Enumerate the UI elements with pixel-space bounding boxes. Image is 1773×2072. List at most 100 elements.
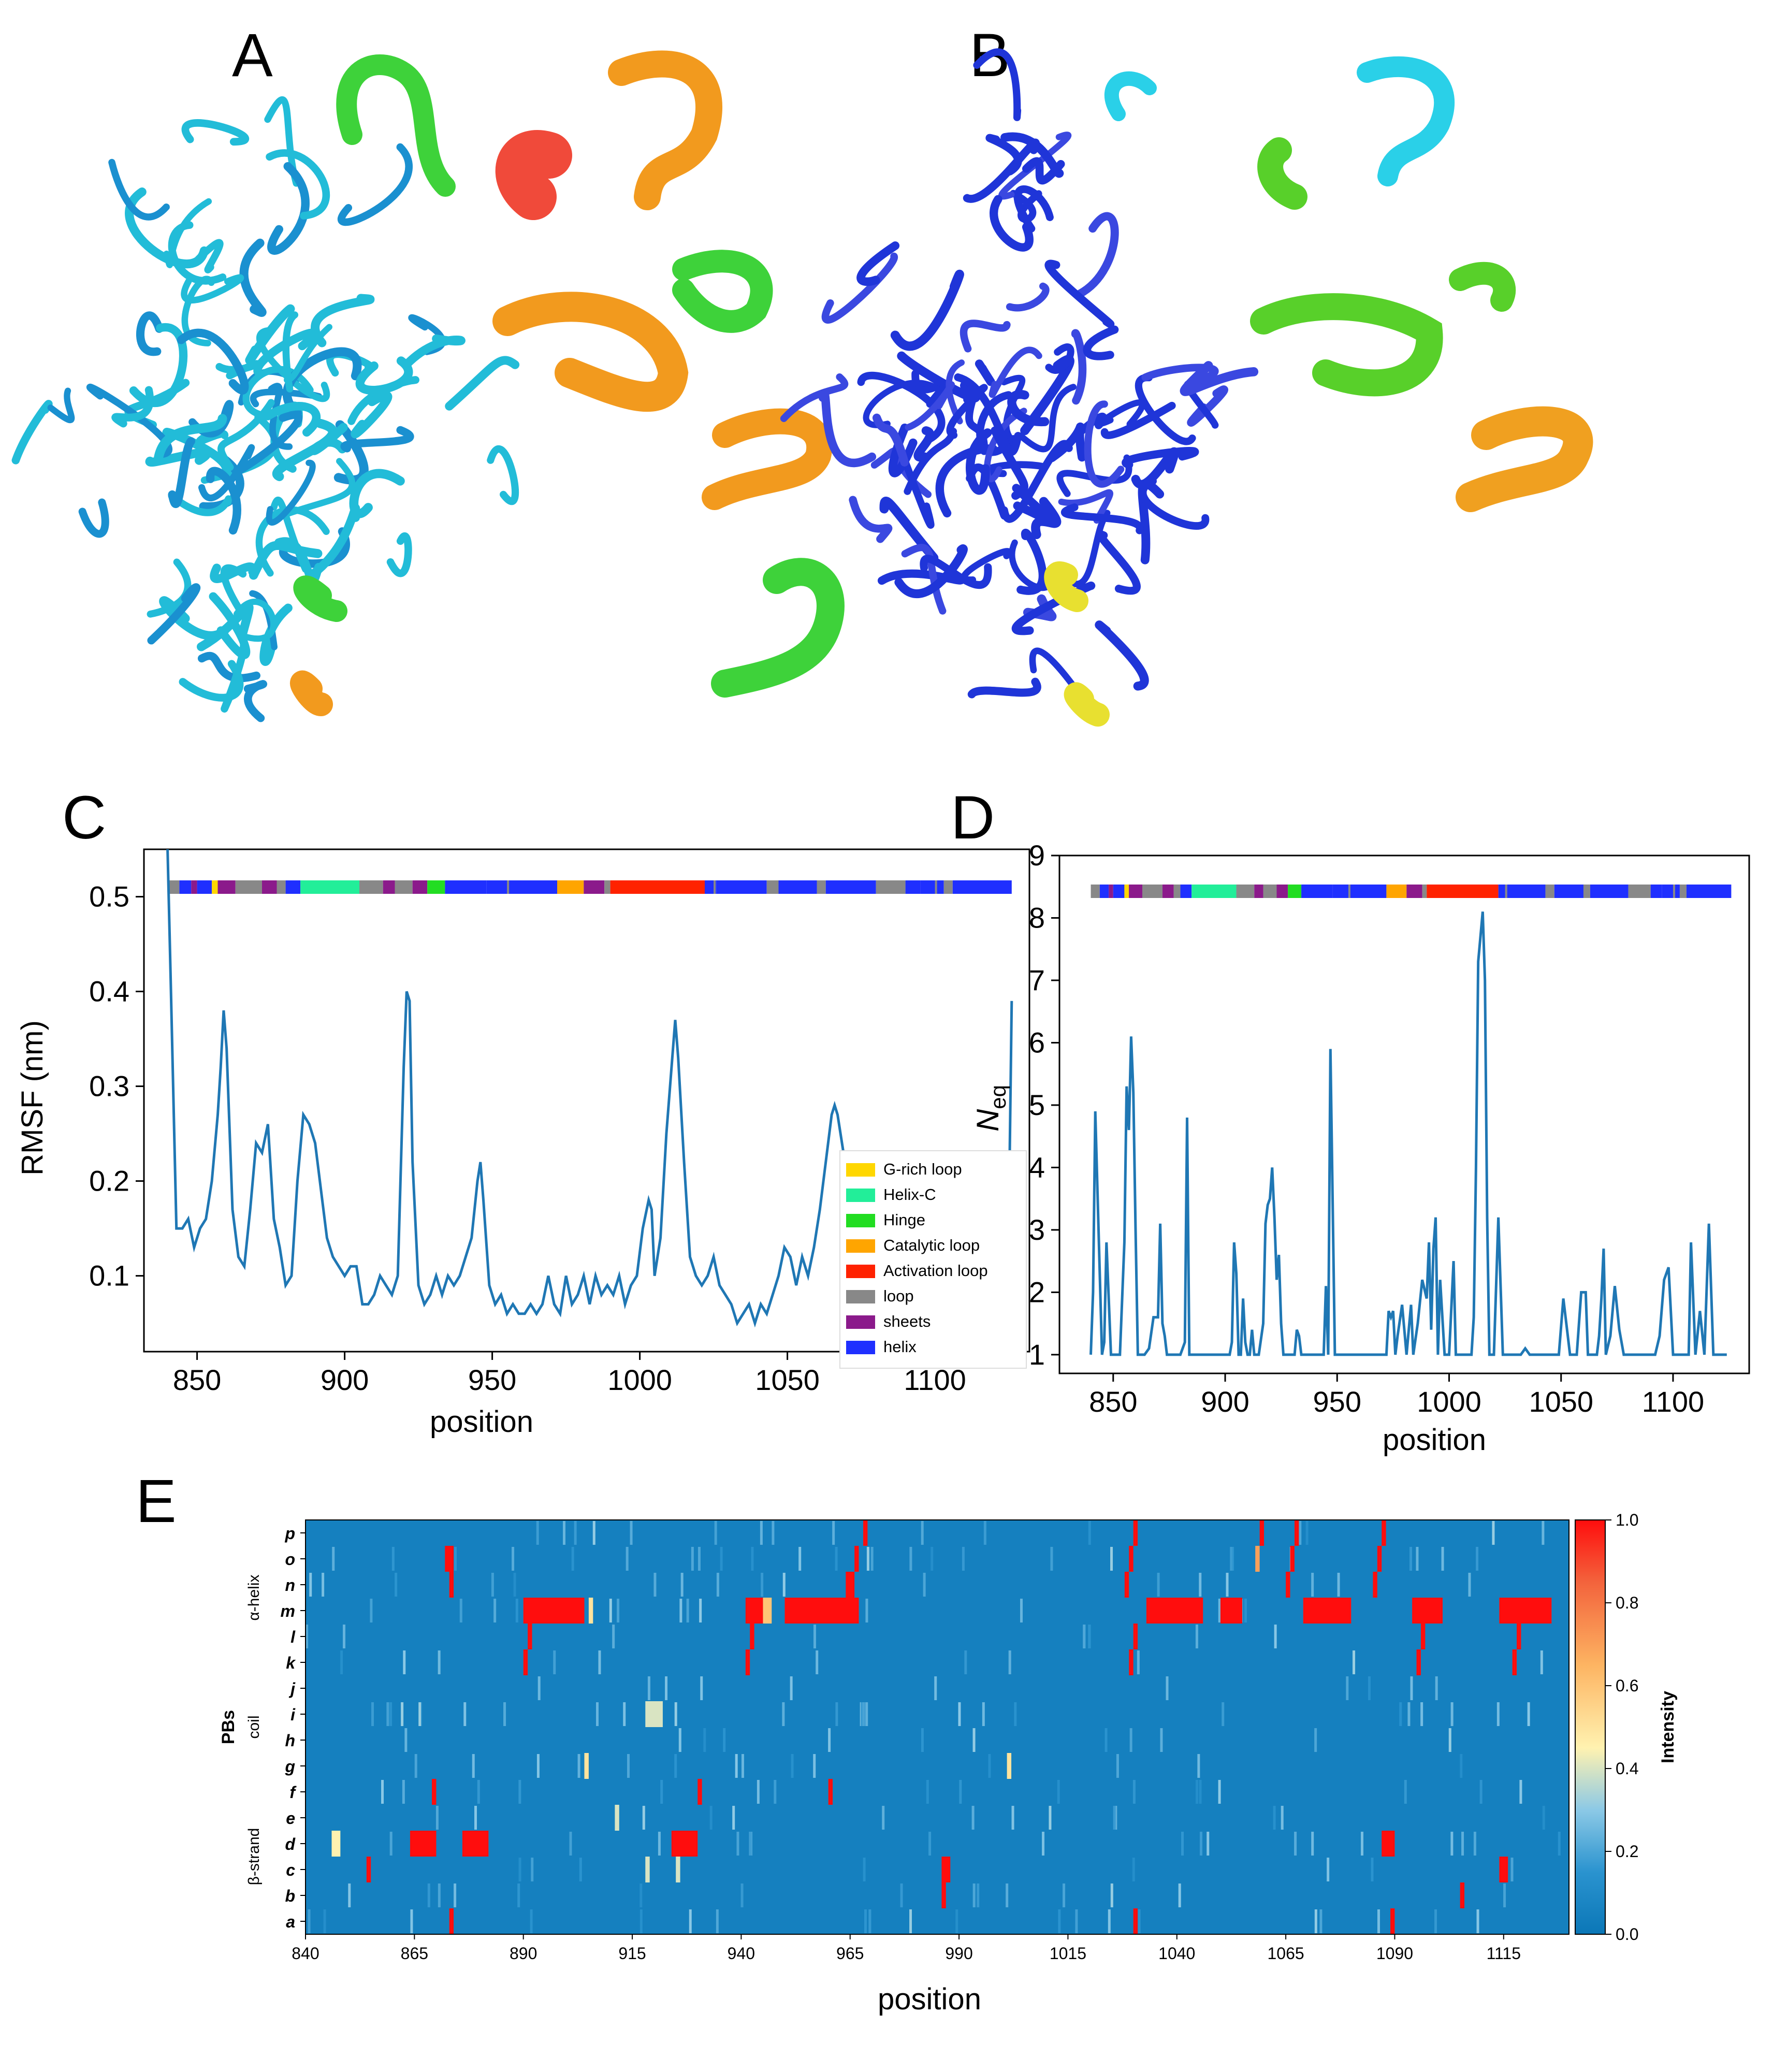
- heatmap-cell-faint: [689, 1909, 692, 1933]
- backbone-segment: [236, 411, 303, 474]
- heatmap-cell-faint: [774, 1780, 777, 1804]
- heatmap-cell-faint: [515, 1599, 518, 1622]
- heatmap-cell-faint: [438, 1650, 441, 1674]
- heatmap-cell-faint: [736, 1832, 739, 1856]
- segment-helix: [179, 880, 192, 894]
- x-tick-label: 850: [173, 1364, 221, 1396]
- segment-sheets: [1254, 885, 1263, 898]
- heatmap-cell-faint: [503, 1702, 506, 1726]
- rmsf-ticks: 850 900 950 1000 1050 1100 0.1 0.2 0.3 0.4 0.5: [89, 880, 966, 1396]
- heatmap-cell-faint: [971, 1806, 975, 1830]
- flexible-loop: [1250, 293, 1443, 397]
- heatmap-cell-faint: [653, 1573, 657, 1597]
- flexible-loop: [1357, 56, 1455, 186]
- heatmap-cell-faint: [1230, 1547, 1233, 1571]
- legend-swatch: [846, 1341, 875, 1354]
- heatmap-cell-faint: [1305, 1521, 1309, 1545]
- segment-loop: [943, 880, 953, 894]
- heatmap-cell: [1377, 1546, 1382, 1572]
- flexible-loop: [1104, 71, 1157, 121]
- heatmap-cell-faint: [1088, 1521, 1091, 1545]
- flexible-loop: [492, 292, 689, 412]
- backbone-segment: [1071, 329, 1087, 405]
- backbone-segment: [86, 383, 172, 458]
- heatmap-cell: [528, 1624, 532, 1649]
- heatmap-cell: [671, 1831, 698, 1857]
- heatmap-cell-faint: [577, 1754, 580, 1778]
- heatmap-cell-faint: [517, 1883, 520, 1907]
- heatmap-cell-faint: [1353, 1650, 1356, 1674]
- segment-divider: [935, 880, 937, 894]
- heatmap-cell-faint: [700, 1676, 703, 1700]
- heatmap-cell: [615, 1805, 619, 1831]
- x-tick-label: 1090: [1376, 1944, 1413, 1963]
- heatmap-cell-faint: [491, 1573, 494, 1597]
- backbone-segment: [181, 276, 215, 346]
- heatmap-cell-faint: [749, 1832, 752, 1856]
- panel-label-d: D: [951, 784, 995, 852]
- heatmap-cell-faint: [735, 1754, 738, 1778]
- heatmap-cell-faint: [562, 1521, 565, 1545]
- legend-label: Hinge: [883, 1211, 925, 1229]
- heatmap-cell-faint: [630, 1521, 633, 1545]
- colorbar-tick-label: 1.0: [1616, 1511, 1638, 1529]
- x-tick-label: 1050: [1529, 1385, 1593, 1418]
- heatmap-cell: [745, 1649, 750, 1675]
- heatmap-cell-faint: [772, 1521, 775, 1545]
- backbone-segment: [1013, 185, 1054, 233]
- heatmap-cell-faint: [592, 1521, 595, 1545]
- backbone-segment: [136, 311, 164, 356]
- backbone-segment: [1058, 489, 1113, 524]
- backbone-segment: [279, 527, 350, 568]
- heatmap-cell-faint: [1461, 1832, 1464, 1856]
- heatmap-cell-faint: [931, 1547, 934, 1571]
- heatmap-cell-faint: [790, 1676, 793, 1700]
- heatmap-cell-faint: [977, 1883, 980, 1907]
- row-label-o: o: [285, 1550, 295, 1569]
- heatmap-cell-faint: [1178, 1883, 1181, 1907]
- heatmap-cell-faint: [340, 1650, 343, 1674]
- segment-sheets: [1129, 885, 1143, 898]
- backbone-segment: [1011, 582, 1096, 635]
- row-label-f: f: [289, 1783, 297, 1802]
- heatmap-cell-faint: [308, 1909, 311, 1933]
- segment-loop: [1679, 885, 1687, 898]
- backbone-segment: [821, 252, 898, 324]
- y-tick-label: 8: [1029, 901, 1045, 934]
- y-tick-label: 4: [1029, 1151, 1045, 1183]
- heatmap-cell: [676, 1857, 680, 1882]
- segment-divider: [1348, 885, 1350, 898]
- colorbar-tick-label: 0.2: [1616, 1842, 1638, 1861]
- backbone-segment: [1083, 325, 1119, 360]
- segment-helix-c: [1191, 885, 1237, 898]
- backbone-segment: [920, 555, 992, 589]
- heatmap-cell-faint: [1294, 1832, 1297, 1856]
- heatmap-cell-faint: [723, 1728, 726, 1752]
- segment-helix: [445, 880, 487, 894]
- heatmap-cell: [1146, 1598, 1203, 1624]
- backbone-segment: [243, 680, 268, 722]
- heatmap-cell-faint: [680, 1573, 684, 1597]
- segment-helix: [1590, 885, 1629, 898]
- heatmap-cell-faint: [962, 1547, 965, 1571]
- segment-helix: [1180, 885, 1192, 898]
- heatmap-cell-faint: [1042, 1832, 1045, 1856]
- heatmap-cell-faint: [1050, 1547, 1053, 1571]
- heatmap-cell: [697, 1779, 702, 1805]
- row-label-a: a: [286, 1912, 295, 1931]
- heatmap-cell-faint: [866, 1547, 869, 1571]
- backbone-segment: [163, 198, 212, 268]
- segment-helix: [1662, 885, 1680, 898]
- heatmap-cell-faint: [1244, 1599, 1247, 1622]
- y-tick-label: 6: [1029, 1026, 1045, 1059]
- heatmap-cell-faint: [418, 1702, 422, 1726]
- segment-helix: [1686, 885, 1732, 898]
- backbone-segment: [985, 134, 1022, 176]
- heatmap-cell-faint: [720, 1547, 723, 1571]
- colorbar-tick-label: 0.0: [1616, 1925, 1638, 1944]
- heatmap-cell-faint: [1468, 1573, 1471, 1597]
- heatmap-cell-faint: [1281, 1806, 1284, 1830]
- heatmap-cell-faint: [536, 1754, 540, 1778]
